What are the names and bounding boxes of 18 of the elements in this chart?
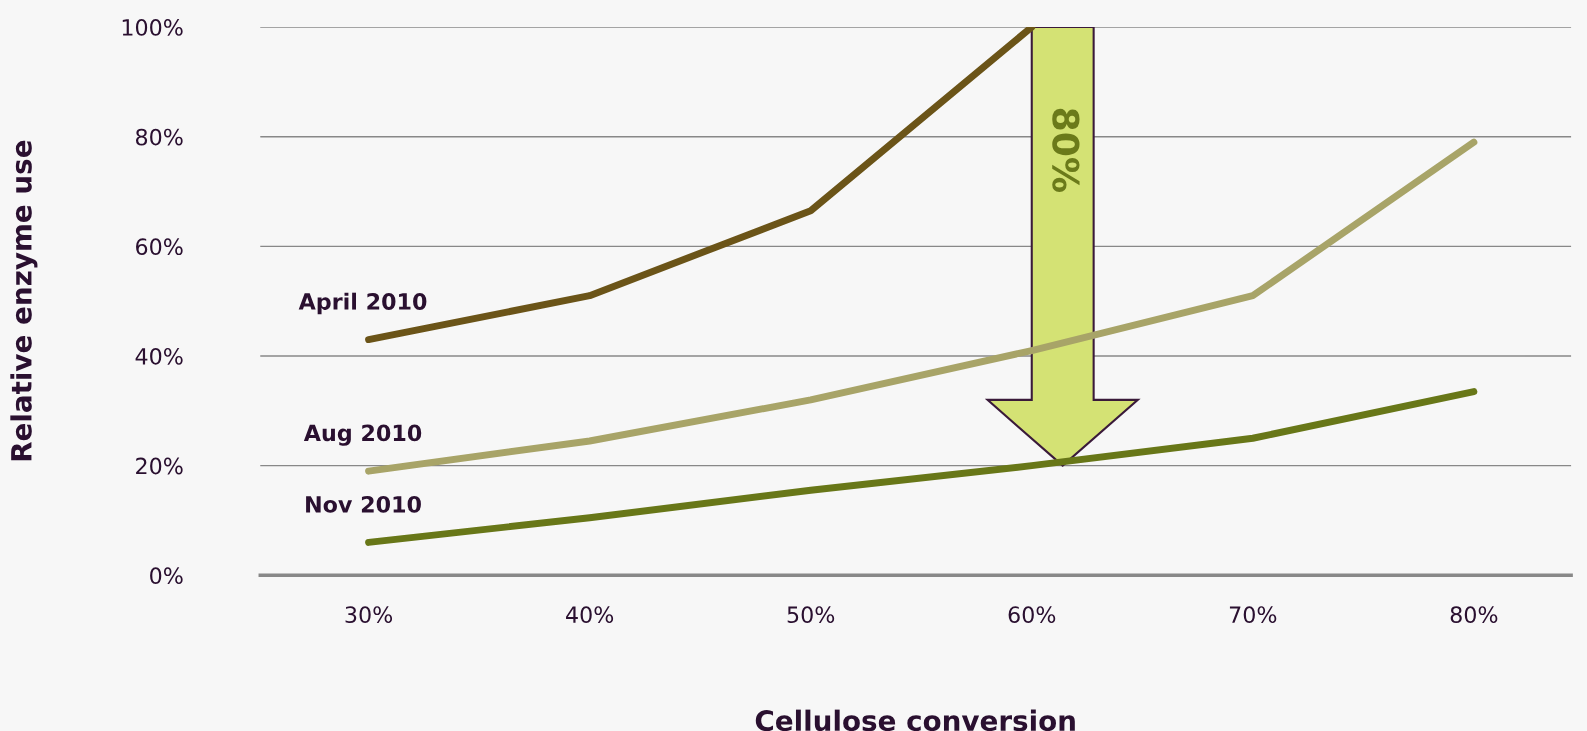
series-label: Nov 2010 [306, 495, 421, 513]
y-tick-label: 100% [122, 19, 183, 36]
x-axis-title: Cellulose conversion [755, 709, 1075, 731]
y-tick-label: 20% [136, 457, 183, 475]
x-tick-label: 80% [1450, 606, 1498, 624]
x-tick-label: 30% [345, 606, 393, 624]
y-tick-label: 60% [136, 238, 183, 256]
y-tick-label: 0% [150, 567, 183, 585]
y-axis-title: Relative enzyme use [10, 140, 38, 461]
series-label: Aug 2010 [303, 424, 422, 446]
annotation: 80% [1052, 108, 1080, 192]
x-tick-label: 40% [566, 606, 614, 624]
x-tick-label: 50% [787, 606, 835, 624]
x-tick-label: 60% [1008, 606, 1056, 624]
series-label: April 2010 [298, 292, 427, 315]
x-tick-label: 70% [1229, 606, 1277, 624]
y-tick-label: 40% [135, 347, 183, 365]
y-tick-label: 80% [135, 128, 183, 146]
